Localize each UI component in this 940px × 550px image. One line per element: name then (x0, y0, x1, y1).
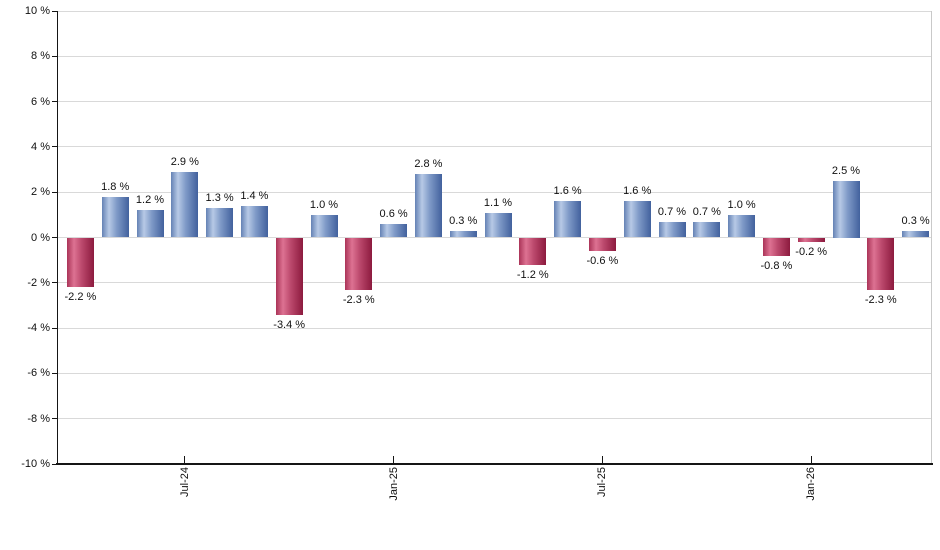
bar-positive (902, 230, 930, 238)
y-axis-line (56, 11, 58, 464)
plot-right-border (931, 11, 932, 464)
gridline (57, 146, 932, 148)
bar-positive (693, 221, 721, 238)
bar-value-label: 1.6 % (553, 185, 582, 198)
bar-positive (449, 230, 477, 238)
plot-area (57, 10, 932, 465)
y-axis-label: 8 % (31, 50, 50, 63)
bar-value-label: 2.8 % (414, 158, 443, 171)
bar-value-label: -3.4 % (273, 318, 306, 331)
bar-negative (519, 237, 547, 265)
y-axis-label: 2 % (31, 186, 50, 199)
y-axis-tick (52, 101, 57, 103)
gridline (57, 55, 932, 57)
bar-value-label: -2.2 % (64, 291, 97, 304)
bar-negative (275, 237, 303, 315)
bar-value-label: 1.4 % (240, 189, 269, 202)
bar-negative (588, 237, 616, 252)
gridline (57, 10, 932, 12)
y-axis-tick (52, 282, 57, 284)
bar-value-label: -0.2 % (795, 246, 828, 259)
y-axis-tick (52, 10, 57, 12)
y-axis-label: -8 % (27, 412, 50, 425)
y-axis-tick (52, 327, 57, 329)
y-axis-tick (52, 55, 57, 57)
x-axis-label: Jan-26 (805, 467, 818, 501)
bar-positive (832, 180, 860, 238)
y-axis-label: 10 % (24, 5, 50, 17)
bar-value-label: 0.3 % (901, 214, 930, 227)
gridline (57, 282, 932, 284)
bar-value-label: 0.7 % (692, 205, 721, 218)
y-axis-label: 6 % (31, 95, 50, 108)
y-axis-tick (52, 372, 57, 374)
bar-positive (206, 208, 234, 238)
y-axis-label: -6 % (27, 367, 50, 380)
x-axis-label: Jul-25 (596, 467, 609, 497)
bar-negative (762, 237, 790, 256)
x-axis-tick (601, 456, 603, 463)
x-axis-label: Jan-25 (387, 467, 400, 501)
y-axis-tick (52, 237, 57, 238)
gridline (57, 372, 932, 374)
bar-value-label: -2.3 % (864, 293, 897, 306)
y-axis-label: -4 % (27, 322, 50, 335)
y-axis-tick (52, 191, 57, 193)
gridline (57, 101, 932, 103)
bar-positive (171, 171, 199, 238)
bar-value-label: -1.2 % (516, 268, 549, 281)
bar-value-label: 1.2 % (135, 194, 165, 207)
bar-value-label: -0.6 % (586, 255, 619, 268)
bar-value-label: 2.9 % (170, 155, 199, 168)
gridline (57, 327, 932, 329)
y-axis-tick (52, 463, 57, 465)
bar-positive (414, 174, 442, 238)
y-axis-label: -10 % (21, 458, 50, 470)
y-axis-label: 0 % (31, 231, 50, 244)
bar-value-label: 1.6 % (623, 185, 652, 198)
bar-negative (345, 237, 373, 290)
bar-value-label: 1.1 % (483, 196, 513, 209)
bar-negative (797, 237, 825, 243)
bar-positive (240, 205, 268, 238)
bar-value-label: 2.5 % (831, 164, 861, 177)
x-axis-line (56, 463, 933, 465)
x-axis-tick (393, 456, 395, 463)
bar-value-label: 0.3 % (449, 214, 478, 227)
bar-value-label: -0.8 % (760, 259, 793, 272)
bar-negative (867, 237, 895, 290)
bar-value-label: 1.0 % (309, 198, 339, 211)
gridline (57, 191, 932, 193)
x-axis-tick (184, 456, 186, 463)
bar-positive (380, 223, 408, 238)
bar-value-label: 1.3 % (205, 192, 234, 205)
gridline (57, 237, 932, 238)
x-axis-label: Jul-24 (178, 467, 191, 497)
y-axis-tick (52, 146, 57, 148)
y-axis-tick (52, 418, 57, 420)
gridline (57, 418, 932, 420)
bar-positive (623, 201, 651, 238)
bar-negative (66, 237, 94, 288)
y-axis-label: -2 % (27, 276, 50, 289)
bar-positive (136, 210, 164, 238)
bar-value-label: -2.3 % (342, 293, 375, 306)
y-axis-label: 4 % (31, 140, 50, 153)
bar-positive (101, 196, 129, 238)
bar-positive (554, 201, 582, 238)
bar-value-label: 0.7 % (657, 205, 687, 218)
bar-value-label: 0.6 % (379, 207, 408, 220)
bar-positive (310, 214, 338, 238)
bar-value-label: 1.0 % (727, 198, 756, 211)
bar-positive (484, 212, 512, 238)
bar-positive (728, 214, 756, 238)
bar-positive (658, 221, 686, 238)
x-axis-tick (810, 456, 812, 463)
bar-value-label: 1.8 % (101, 180, 130, 193)
